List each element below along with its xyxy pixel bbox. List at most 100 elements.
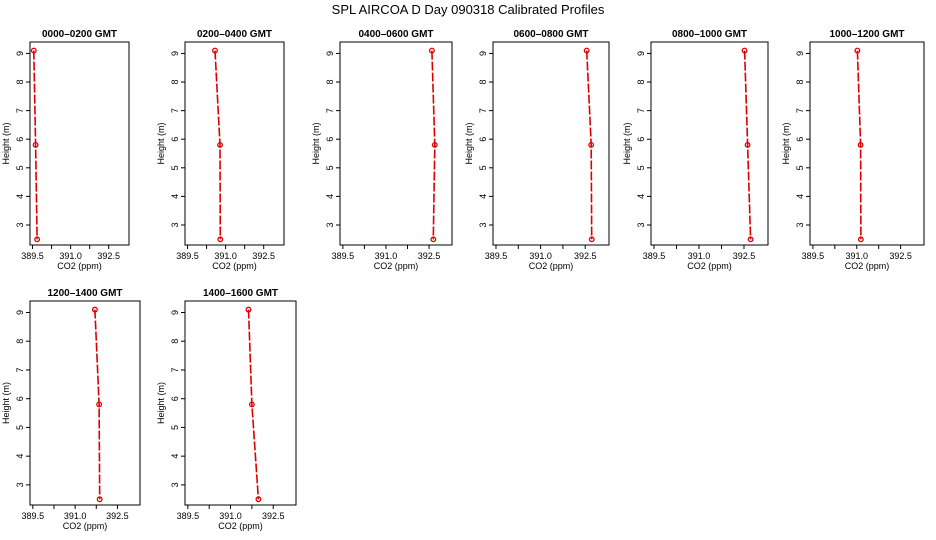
data-point xyxy=(588,236,595,243)
plot-frame xyxy=(339,41,453,246)
y-axis-label: Height (m) xyxy=(464,122,474,164)
data-point xyxy=(744,141,751,148)
y-tick-label: 9 xyxy=(636,51,646,56)
x-axis-label: CO2 (ppm) xyxy=(845,261,890,271)
x-tick-label: 389.5 xyxy=(485,251,508,261)
y-tick-label: 6 xyxy=(170,396,180,401)
y-tick-label: 4 xyxy=(325,194,335,199)
x-tick-label: 391.0 xyxy=(375,251,398,261)
x-tick-label: 389.5 xyxy=(176,251,199,261)
profile-line xyxy=(743,50,752,240)
x-tick-label: 392.5 xyxy=(252,251,275,261)
x-tick-label: 392.5 xyxy=(262,511,285,521)
y-tick-label: 9 xyxy=(15,310,25,315)
plot-frame xyxy=(650,41,769,246)
panel-title: 0200–0400 GMT xyxy=(197,29,272,40)
y-tick-label: 8 xyxy=(636,80,646,85)
data-point xyxy=(588,141,595,148)
panel-title: 1400–1600 GMT xyxy=(203,288,278,299)
x-tick-label: 392.5 xyxy=(574,251,597,261)
panel-title: 0800–1000 GMT xyxy=(672,29,747,40)
x-axis-label: CO2 (ppm) xyxy=(529,261,574,271)
y-axis-label: Height (m) xyxy=(1,122,11,164)
y-tick-label: 7 xyxy=(170,108,180,113)
x-tick-label: 391.0 xyxy=(529,251,552,261)
y-tick-label: 3 xyxy=(170,222,180,227)
y-tick-label: 5 xyxy=(325,165,335,170)
y-axis-label: Height (m) xyxy=(1,382,11,424)
y-tick-label: 6 xyxy=(636,137,646,142)
x-tick-label: 391.0 xyxy=(846,251,869,261)
data-point xyxy=(857,141,864,148)
data-point xyxy=(255,496,262,503)
data-point xyxy=(32,141,39,148)
y-tick-label: 4 xyxy=(170,194,180,199)
y-tick-label: 9 xyxy=(15,51,25,56)
y-tick-label: 9 xyxy=(170,51,180,56)
y-tick-label: 7 xyxy=(325,108,335,113)
x-tick-label: 389.5 xyxy=(802,251,825,261)
x-tick-label: 392.5 xyxy=(97,251,120,261)
panel-title: 0000–0200 GMT xyxy=(42,29,117,40)
y-tick-label: 9 xyxy=(795,51,805,56)
x-axis-label: CO2 (ppm) xyxy=(687,261,732,271)
y-tick-label: 6 xyxy=(325,137,335,142)
x-tick-label: 391.0 xyxy=(64,511,87,521)
x-tick-label: 392.5 xyxy=(889,251,912,261)
y-tick-label: 7 xyxy=(795,108,805,113)
y-tick-label: 8 xyxy=(795,80,805,85)
y-axis-label: Height (m) xyxy=(781,122,791,164)
data-point xyxy=(431,141,438,148)
x-tick-label: 392.5 xyxy=(418,251,441,261)
y-tick-label: 5 xyxy=(795,165,805,170)
x-axis-label: CO2 (ppm) xyxy=(63,521,108,531)
panel-title: 1200–1400 GMT xyxy=(47,288,122,299)
y-tick-label: 8 xyxy=(325,80,335,85)
y-axis-label: Height (m) xyxy=(622,122,632,164)
y-tick-label: 3 xyxy=(325,222,335,227)
x-tick-label: 389.5 xyxy=(21,251,44,261)
y-tick-label: 3 xyxy=(636,222,646,227)
y-tick-label: 3 xyxy=(15,482,25,487)
y-tick-label: 9 xyxy=(170,310,180,315)
x-axis-label: CO2 (ppm) xyxy=(57,261,102,271)
y-tick-label: 8 xyxy=(15,80,25,85)
x-axis-label: CO2 (ppm) xyxy=(212,261,257,271)
plot-frame xyxy=(29,41,130,246)
y-tick-label: 8 xyxy=(170,80,180,85)
y-axis-label: Height (m) xyxy=(156,122,166,164)
x-tick-label: 391.0 xyxy=(219,511,242,521)
y-tick-label: 3 xyxy=(795,222,805,227)
y-tick-label: 5 xyxy=(15,165,25,170)
y-tick-label: 4 xyxy=(170,454,180,459)
y-tick-label: 6 xyxy=(795,137,805,142)
y-tick-label: 4 xyxy=(636,194,646,199)
panel-title: 0400–0600 GMT xyxy=(358,29,433,40)
y-tick-label: 7 xyxy=(15,108,25,113)
y-tick-label: 7 xyxy=(478,108,488,113)
panel-title: 0600–0800 GMT xyxy=(513,29,588,40)
data-point xyxy=(428,47,435,54)
x-tick-label: 389.5 xyxy=(332,251,355,261)
y-tick-label: 7 xyxy=(170,367,180,372)
data-point xyxy=(34,236,41,243)
x-axis-label: CO2 (ppm) xyxy=(218,521,263,531)
y-tick-label: 5 xyxy=(170,425,180,430)
y-tick-label: 9 xyxy=(478,51,488,56)
data-point xyxy=(857,236,864,243)
y-tick-label: 8 xyxy=(170,339,180,344)
y-tick-label: 5 xyxy=(478,165,488,170)
data-point xyxy=(248,401,255,408)
y-tick-label: 3 xyxy=(478,222,488,227)
x-tick-label: 389.5 xyxy=(177,511,200,521)
data-point xyxy=(212,47,218,54)
data-point xyxy=(747,236,754,243)
profile-line xyxy=(431,50,436,240)
